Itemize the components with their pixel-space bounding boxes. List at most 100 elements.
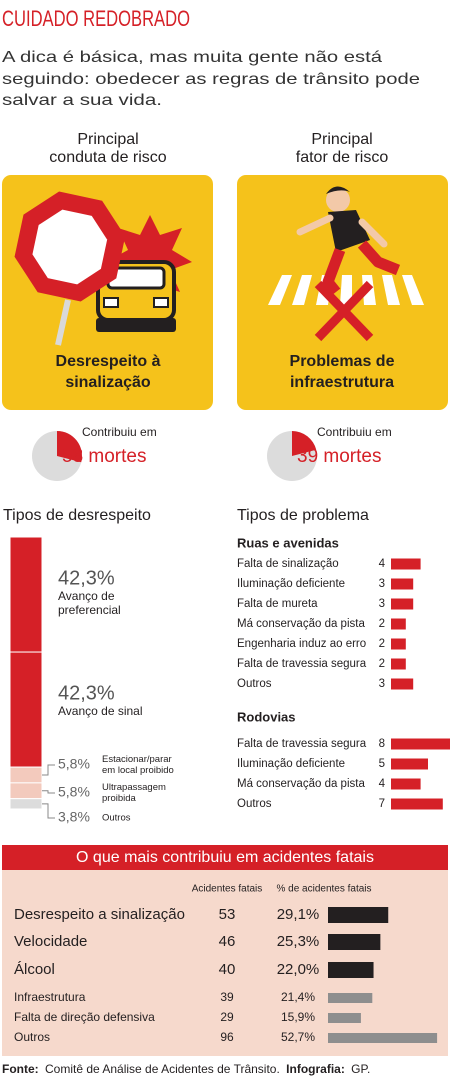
- stacked-segment: [9, 651, 43, 768]
- leader-line: [42, 803, 55, 819]
- problem-value: 2: [379, 638, 385, 650]
- source-label: Fonte:: [2, 1062, 39, 1076]
- table-background: [2, 858, 448, 1056]
- row-percent: 25,3%: [277, 933, 320, 950]
- group-title: Rodovias: [237, 709, 296, 724]
- row-deaths: 39: [220, 990, 234, 1004]
- problem-bar: [391, 558, 421, 570]
- panel-heading: Principal: [311, 131, 372, 148]
- segment-label: Avanço de: [58, 589, 115, 603]
- problem-value: 4: [379, 778, 386, 790]
- panel-heading: conduta de risco: [49, 149, 167, 166]
- problem-label: Outros: [237, 798, 272, 810]
- problem-bar: [391, 678, 414, 690]
- problem-value: 2: [379, 618, 385, 630]
- column-header: % de acidentes fatais: [276, 884, 371, 895]
- panel-label: sinalização: [65, 374, 151, 391]
- segment-value: 42,3%: [58, 567, 115, 589]
- problem-value: 4: [379, 558, 386, 570]
- problem-label: Falta de sinalização: [237, 558, 339, 570]
- segment-label: Estacionar/parar: [102, 754, 172, 765]
- deaths-label: 58 mortes: [62, 446, 146, 467]
- row-percent: 52,7%: [281, 1030, 315, 1044]
- problem-label: Falta de travessia segura: [237, 738, 367, 750]
- subtitle-line: seguindo: obedecer as regras de trânsito…: [2, 71, 420, 88]
- leader-line: [42, 764, 55, 776]
- pie-caption: Contribuiu em: [82, 425, 157, 439]
- section-title: Tipos de problema: [237, 507, 369, 524]
- segment-value: 5,8%: [58, 784, 90, 800]
- row-deaths: 53: [219, 906, 236, 923]
- row-percent: 15,9%: [281, 1010, 315, 1024]
- row-name: Velocidade: [14, 933, 87, 950]
- segment-value: 42,3%: [58, 682, 115, 704]
- source-text: Comitê de Análise de Acidentes de Trânsi…: [45, 1062, 280, 1076]
- credit-label: Infografia:: [286, 1062, 345, 1076]
- stacked-segment: [9, 766, 43, 784]
- segment-label: Ultrapassagem: [102, 782, 166, 793]
- problem-value: 3: [379, 578, 385, 590]
- credit: GP.: [351, 1062, 370, 1076]
- row-deaths: 46: [219, 933, 236, 950]
- pie-slice: [57, 431, 82, 463]
- row-name: Álcool: [14, 961, 55, 978]
- segment-label: proibida: [102, 793, 137, 804]
- stacked-segment: [9, 798, 43, 810]
- problem-label: Falta de mureta: [237, 598, 318, 610]
- pie-slice: [292, 431, 317, 456]
- problem-label: Má conservação da pista: [237, 618, 365, 630]
- problem-label: Outros: [237, 678, 272, 690]
- problem-value: 2: [379, 658, 385, 670]
- group-title: Ruas e avenidas: [237, 535, 339, 550]
- row-percent: 29,1%: [277, 906, 320, 923]
- segment-label: Avanço de sinal: [58, 704, 143, 718]
- panel-label: Problemas de: [290, 353, 395, 370]
- leader-line: [42, 790, 55, 794]
- row-deaths: 96: [220, 1030, 234, 1044]
- row-deaths: 29: [220, 1010, 234, 1024]
- panel-label: infraestrutura: [290, 374, 394, 391]
- problem-value: 3: [379, 598, 385, 610]
- problem-label: Iluminação deficiente: [237, 758, 345, 770]
- row-bar: [328, 993, 373, 1003]
- problem-bar: [391, 638, 406, 650]
- panel-label: Desrespeito à: [56, 353, 161, 370]
- infrastructure-icon: [268, 186, 424, 342]
- row-name: Falta de direção defensiva: [14, 1010, 155, 1024]
- pie-caption: Contribuiu em: [317, 425, 392, 439]
- problem-value: 7: [379, 798, 385, 810]
- problem-label: Iluminação deficiente: [237, 578, 345, 590]
- segment-value: 3,8%: [58, 809, 90, 825]
- title: CUIDADO REDOBRADO: [2, 6, 190, 31]
- deaths-label: 39 mortes: [297, 446, 381, 467]
- problem-bar: [391, 658, 406, 670]
- segment-label: em local proibido: [102, 765, 174, 776]
- problem-value: 8: [379, 738, 385, 750]
- problem-label: Má conservação da pista: [237, 778, 365, 790]
- segment-label: preferencial: [58, 603, 121, 617]
- problem-bar: [391, 798, 443, 810]
- stacked-segment: [9, 536, 43, 653]
- problem-bar: [391, 618, 406, 630]
- row-bar: [328, 1033, 438, 1043]
- problem-bar: [391, 758, 428, 770]
- row-deaths: 40: [219, 961, 236, 978]
- row-name: Desrespeito a sinalização: [14, 906, 185, 923]
- problem-bar: [391, 738, 450, 750]
- table-header: [2, 845, 448, 870]
- row-bar: [328, 962, 374, 978]
- row-bar: [328, 934, 381, 950]
- panel-heading: fator de risco: [296, 149, 389, 166]
- stacked-segment: [9, 782, 43, 800]
- problem-bar: [391, 578, 414, 590]
- problem-value: 3: [379, 678, 385, 690]
- section-title: Tipos de desrespeito: [3, 507, 151, 524]
- panel-heading: Principal: [77, 131, 138, 148]
- segment-value: 5,8%: [58, 756, 90, 772]
- problem-bar: [391, 598, 414, 610]
- problem-label: Falta de travessia segura: [237, 658, 367, 670]
- source: Fonte: Comitê de Análise de Acidentes de…: [2, 1062, 370, 1076]
- segment-label: Outros: [102, 813, 131, 824]
- table-title: O que mais contribuiu em acidentes fatai…: [76, 849, 374, 866]
